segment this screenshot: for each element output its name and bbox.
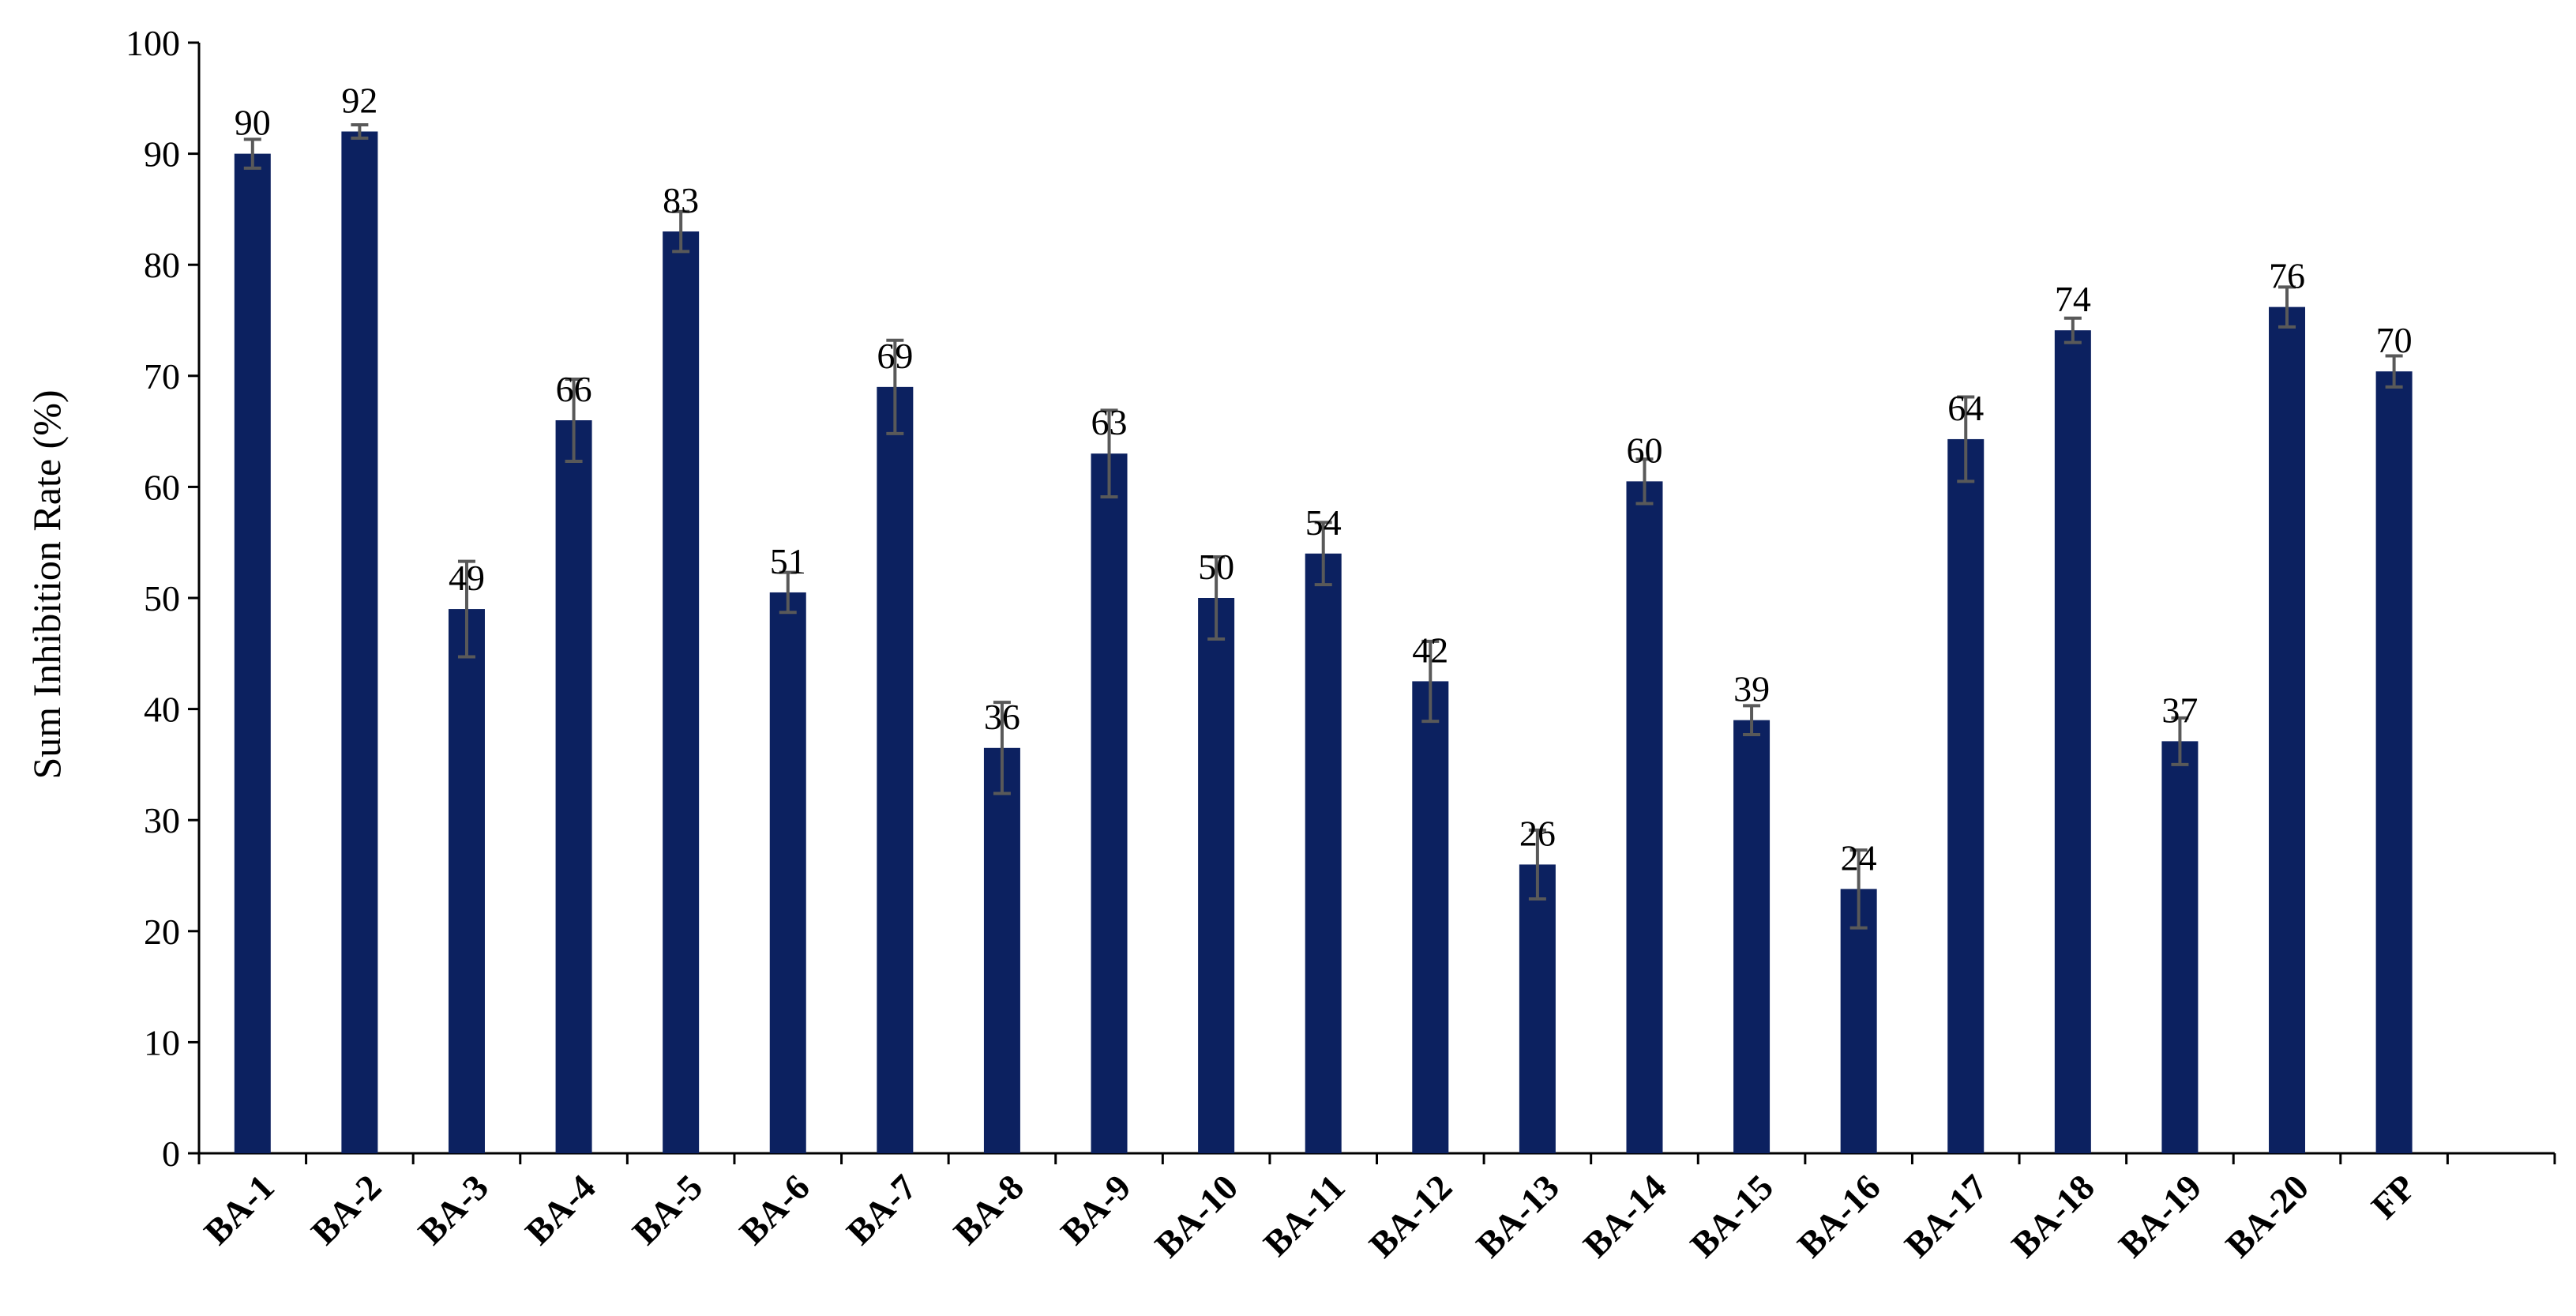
y-tick-label: 100 — [126, 23, 180, 63]
bar — [1305, 553, 1342, 1153]
bar — [1626, 481, 1663, 1153]
category-label: BA-5 — [625, 1167, 710, 1252]
category-label: BA-2 — [303, 1167, 389, 1252]
y-tick-label: 90 — [144, 134, 180, 175]
category-label: BA-10 — [1147, 1167, 1246, 1265]
bar — [877, 386, 914, 1153]
data-label: 63 — [1091, 402, 1128, 442]
x-axis — [197, 1152, 2556, 1164]
bar — [769, 592, 806, 1153]
data-label: 36 — [984, 697, 1020, 737]
y-tick-label: 50 — [144, 578, 180, 619]
bar — [2375, 371, 2413, 1153]
category-label: BA-15 — [1683, 1167, 1782, 1265]
data-label: 64 — [1947, 388, 1984, 428]
category-label: BA-9 — [1053, 1167, 1138, 1252]
y-tick-label: 10 — [144, 1022, 180, 1062]
bar — [1519, 864, 1556, 1153]
category-labels: BA-1 BA-2 BA-3 BA-4 BA-5 BA-6 BA-7 BA-8 BA-9 BA-1… — [197, 1167, 2424, 1265]
category-label: BA-6 — [731, 1167, 817, 1252]
category-label: BA-18 — [2003, 1167, 2102, 1265]
data-label: 76 — [2269, 256, 2305, 296]
bar — [2269, 306, 2306, 1154]
y-tick-label: 20 — [144, 912, 180, 952]
category-label: BA-16 — [1789, 1167, 1888, 1265]
data-label: 90 — [235, 103, 271, 143]
category-label: BA-1 — [197, 1167, 282, 1252]
category-label: BA-13 — [1468, 1167, 1567, 1265]
bar — [1840, 889, 1877, 1153]
data-label: 26 — [1519, 813, 1556, 853]
bars — [234, 131, 2413, 1154]
category-label: BA-17 — [1897, 1167, 1996, 1265]
bar — [1412, 681, 1449, 1153]
category-label: BA-20 — [2217, 1167, 2316, 1265]
data-label: 39 — [1733, 669, 1770, 709]
data-label: 42 — [1412, 630, 1448, 670]
data-label: 24 — [1841, 837, 1877, 878]
y-tick-label: 30 — [144, 800, 180, 840]
category-label: BA-7 — [839, 1167, 924, 1252]
data-label: 69 — [877, 336, 913, 376]
category-label: BA-8 — [946, 1167, 1031, 1252]
y-tick-label: 70 — [144, 356, 180, 397]
data-label: 50 — [1198, 547, 1234, 587]
bar — [555, 420, 592, 1153]
data-label: 92 — [341, 80, 377, 120]
bar — [234, 153, 271, 1154]
data-labels: 90 92 49 66 83 51 69 36 63 50 54 42 26 60 39 24 64 74 37 76… — [235, 80, 2413, 878]
data-label: 66 — [556, 369, 592, 409]
bar — [1198, 598, 1235, 1153]
category-label: BA-3 — [411, 1167, 496, 1252]
category-label: BA-11 — [1256, 1167, 1353, 1264]
y-tick-label: 80 — [144, 245, 180, 285]
data-label: 70 — [2376, 320, 2413, 360]
data-label: 74 — [2055, 279, 2091, 319]
bar — [1091, 453, 1128, 1153]
data-label: 54 — [1305, 502, 1342, 543]
y-tick-label: 40 — [144, 690, 180, 730]
error-bars — [243, 123, 2403, 930]
category-label: FP — [2364, 1167, 2424, 1227]
data-label: 83 — [663, 180, 699, 220]
data-label: 60 — [1626, 430, 1662, 470]
bar — [2054, 330, 2091, 1153]
bar — [983, 747, 1020, 1153]
data-label: 49 — [449, 558, 485, 598]
category-label: BA-14 — [1575, 1167, 1674, 1265]
y-axis: 0 10 20 30 40 50 60 70 80 90 100 — [126, 23, 201, 1174]
y-tick-label: 0 — [162, 1134, 180, 1174]
bar — [341, 131, 378, 1154]
category-label: BA-4 — [517, 1167, 603, 1252]
y-tick-label: 60 — [144, 467, 180, 507]
bar — [1733, 720, 1771, 1153]
data-label: 37 — [2161, 690, 2198, 730]
bar — [2161, 741, 2199, 1153]
y-axis-title: Sum Inhibition Rate (%) — [24, 390, 69, 780]
data-label: 51 — [770, 541, 806, 581]
bar — [448, 609, 485, 1153]
category-label: BA-12 — [1361, 1167, 1460, 1265]
bar — [663, 231, 700, 1153]
bar — [1947, 438, 1985, 1153]
category-label: BA-19 — [2111, 1167, 2210, 1265]
